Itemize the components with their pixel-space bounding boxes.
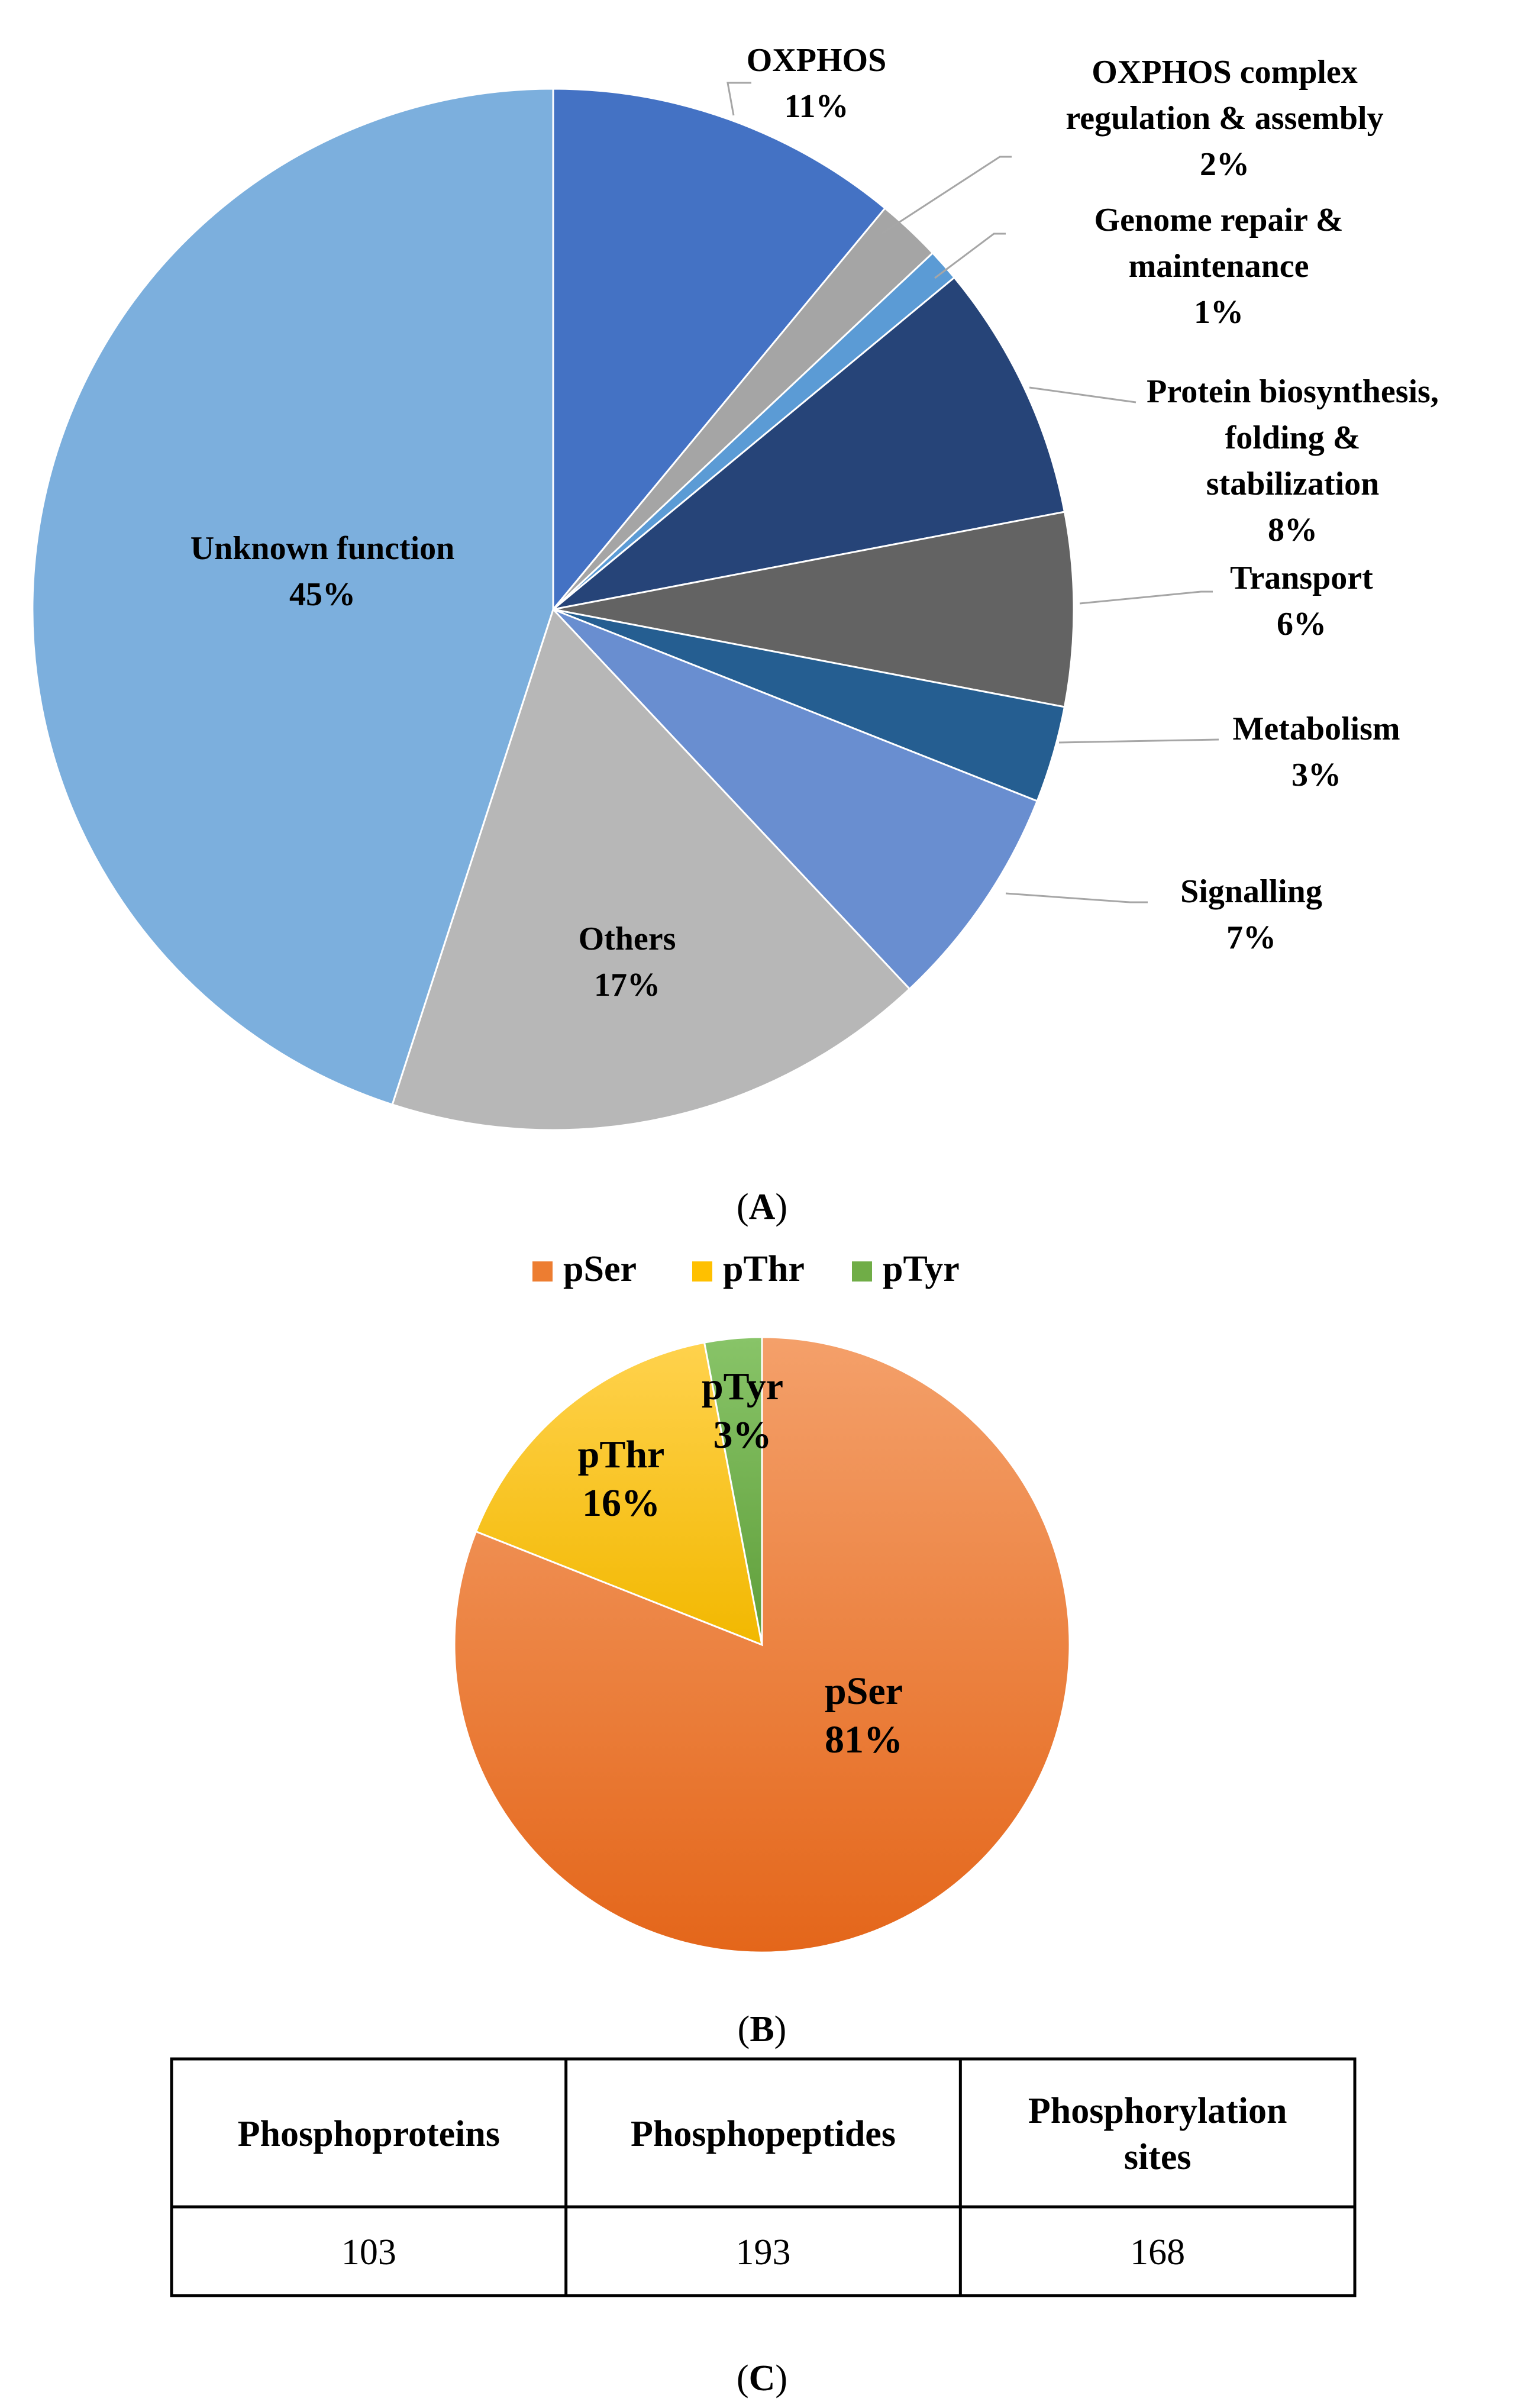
pie-a-leader-lines xyxy=(727,82,1219,903)
legend-swatch-pser xyxy=(532,1261,553,1282)
label-metabolism: Metabolism 3% xyxy=(1232,711,1400,793)
label-oxphos: OXPHOS 11% xyxy=(747,42,886,125)
pie-a-labels: OXPHOS 11% OXPHOS complex regulation & asse… xyxy=(190,42,1439,1003)
table-header-phosphorylation-sites: Phosphorylation sites xyxy=(1028,2091,1287,2177)
table-cell-phosphorylation-sites: 168 xyxy=(1130,2232,1185,2273)
slice-pthr xyxy=(474,1341,763,1647)
legend-label-pthr: pThr xyxy=(723,1249,805,1289)
slice-others xyxy=(391,608,911,1131)
label-oxphos-complex-regulation-assembly: OXPHOS complex regulation & assembly 2% xyxy=(1065,54,1383,183)
table-cell-phosphopeptides: 193 xyxy=(736,2232,791,2273)
label-protein-biosynthesis-folding-stabilization: Protein biosynthesis, folding & stabilizat… xyxy=(1147,373,1439,548)
table-cell-phosphoproteins: 103 xyxy=(341,2232,396,2273)
legend-b: pSer pThr pTyr xyxy=(532,1249,960,1289)
label-pser: pSer 81% xyxy=(825,1670,903,1761)
legend-swatch-ptyr xyxy=(852,1261,872,1282)
table-header-phosphopeptides: Phosphopeptides xyxy=(631,2114,896,2154)
label-signalling: Signalling 7% xyxy=(1180,873,1322,956)
pie-b-labels: pSer 81% pThr 16% pTyr 3% xyxy=(578,1365,903,1761)
caption-a: (A) xyxy=(737,1187,787,1227)
leader-line-signalling xyxy=(1005,892,1148,903)
leader-line-oxphos xyxy=(727,82,751,116)
table-border xyxy=(170,2057,1357,2297)
label-others: Others 17% xyxy=(579,921,676,1003)
pie-chart-a xyxy=(31,88,1075,1131)
slice-protein-biosynthesis-folding-stabilization xyxy=(553,276,1066,611)
label-transport: Transport 6% xyxy=(1230,560,1373,643)
leader-line-metabolism xyxy=(1058,738,1219,744)
slice-ptyr xyxy=(703,1336,763,1645)
leader-line-protein-biosynthesis-folding-stabilization xyxy=(1029,386,1136,404)
leader-line-genome-repair-maintenance xyxy=(934,233,1006,279)
label-unknown-function: Unknown function 45% xyxy=(190,530,455,613)
slice-unknown-function xyxy=(31,88,554,1106)
leader-line-transport xyxy=(1079,590,1213,605)
pie-chart-b xyxy=(453,1336,1071,1954)
slice-oxphos xyxy=(552,88,887,612)
label-genome-repair-maintenance: Genome repair & maintenance 1% xyxy=(1094,202,1344,331)
slice-signalling xyxy=(552,608,1039,990)
label-pthr: pThr 16% xyxy=(578,1433,665,1525)
legend-label-ptyr: pTyr xyxy=(883,1249,960,1289)
legend-swatch-pthr xyxy=(692,1261,712,1282)
caption-c: (C) xyxy=(737,2358,787,2399)
label-ptyr: pTyr 3% xyxy=(702,1365,783,1457)
caption-b: (B) xyxy=(738,2009,787,2049)
legend-label-pser: pSer xyxy=(563,1249,637,1289)
table-header-phosphoproteins: Phosphoproteins xyxy=(238,2114,500,2154)
summary-table: Phosphoproteins Phosphopeptides Phosphoryl… xyxy=(170,2057,1357,2297)
slice-transport xyxy=(553,511,1075,708)
leader-line-oxphos-complex-regulation-assembly xyxy=(881,156,1012,235)
